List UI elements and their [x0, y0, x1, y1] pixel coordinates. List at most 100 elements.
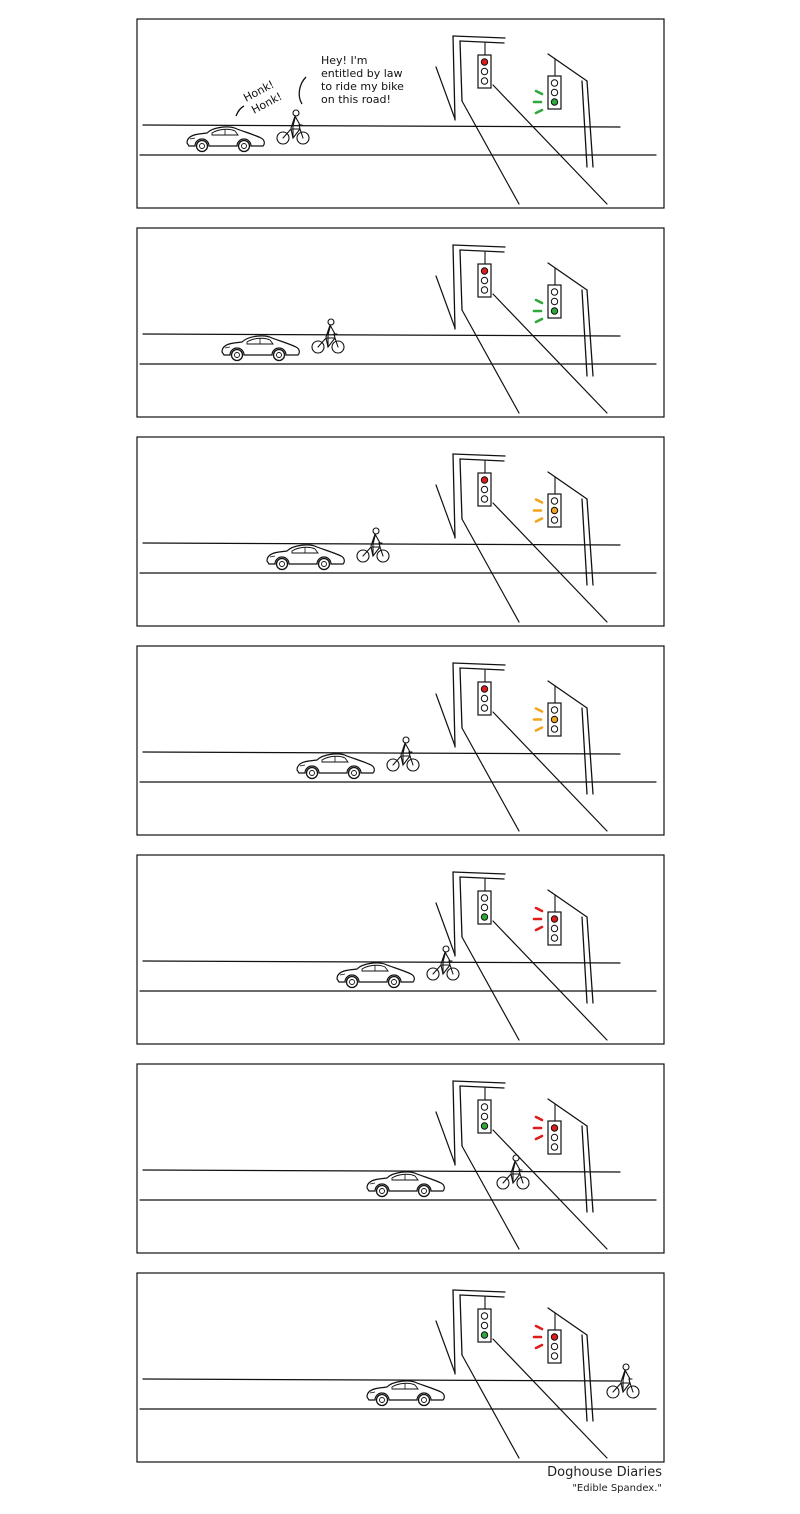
bike-wheel-front: [331, 340, 345, 354]
far-pole-right: [586, 707, 594, 795]
signal-lamp-red: [550, 706, 559, 714]
bike-wheel-rear: [496, 1176, 510, 1190]
rider-body: [400, 742, 411, 766]
car-hubcap: [279, 561, 285, 567]
near-arm-top: [452, 1080, 506, 1084]
road-line-far: [142, 124, 621, 128]
car-wheel: [347, 766, 361, 780]
pole-shadow-3: [492, 1129, 608, 1250]
pole-shadow-3: [492, 84, 608, 205]
rider-head: [372, 527, 380, 535]
near-signal: [477, 472, 492, 507]
car-headlight: [269, 555, 276, 558]
signal-lamp-green: [550, 98, 559, 106]
speech-bubble-line-4: on this road!: [321, 93, 391, 106]
far-signal: [532, 906, 562, 946]
road-line-far: [142, 751, 621, 755]
pole-shadow-3: [492, 920, 608, 1041]
near-arm-bottom: [459, 249, 505, 253]
car-headlight: [369, 1182, 376, 1185]
car-body: [186, 126, 265, 147]
car-body: [296, 753, 375, 774]
pole-shadow-1: [435, 1111, 456, 1165]
signal-lamp-green: [480, 286, 489, 294]
signal-lamp-green: [480, 1331, 489, 1339]
panel-border: [136, 1272, 665, 1463]
car-hubcap: [241, 143, 247, 149]
signal-lamp-yellow: [480, 1321, 489, 1330]
rider-head: [512, 1154, 520, 1162]
near-pole-left: [452, 35, 456, 121]
bike-wheel-rear: [426, 967, 440, 981]
signal-lamp-yellow: [480, 67, 489, 76]
bike-wheel-rear: [606, 1385, 620, 1399]
near-arm-top: [452, 244, 506, 248]
panel-border: [136, 18, 665, 209]
bike-wheel-rear: [311, 340, 325, 354]
car-headlight: [299, 764, 306, 767]
bike-wheel-rear: [276, 131, 290, 145]
panel-4: [136, 645, 665, 836]
car-wheel: [317, 557, 331, 571]
far-pole-right: [586, 80, 594, 168]
near-arm-top: [452, 35, 506, 39]
bike-wheel-front: [406, 758, 420, 772]
near-arm-bottom: [459, 1294, 505, 1298]
cyclist: [496, 1154, 530, 1190]
cyclist: [311, 318, 345, 354]
car-wheel: [230, 348, 244, 362]
signal-lamp-yellow: [550, 1133, 559, 1142]
near-pole-right: [459, 40, 463, 102]
signal-lamp-red: [550, 1124, 559, 1132]
signal-lamp-red: [480, 685, 489, 693]
car-wheel: [417, 1393, 431, 1407]
signal-lamp-yellow: [550, 1342, 559, 1351]
car: [366, 1171, 445, 1198]
car-headlight: [224, 346, 231, 349]
car-wheel: [272, 348, 286, 362]
far-arm: [547, 53, 588, 82]
pole-shadow-1: [435, 275, 456, 329]
far-signal: [532, 75, 562, 115]
car-hubcap: [321, 561, 327, 567]
speech-bubble-line-1: Hey! I'm: [321, 54, 367, 67]
rider-body: [620, 1369, 631, 1393]
far-arm: [547, 262, 588, 291]
far-signal: [532, 702, 562, 737]
car-wheel: [345, 975, 359, 989]
far-pole-right: [586, 1125, 594, 1213]
car-hubcap: [276, 352, 282, 358]
car-hubcap: [391, 979, 397, 985]
rider-head: [442, 945, 450, 953]
car: [266, 544, 345, 571]
signal-glow: [534, 317, 544, 324]
near-signal: [477, 54, 492, 89]
comic-title: Doghouse Diaries: [547, 1465, 662, 1480]
signal-lamp-yellow: [550, 715, 559, 724]
signal-lamp-green: [550, 307, 559, 315]
car-wheel: [305, 766, 319, 780]
car-headlight: [369, 1391, 376, 1394]
pole-shadow-3: [492, 502, 608, 623]
far-pole-left: [581, 289, 588, 377]
car-hubcap: [309, 770, 315, 776]
near-arm-bottom: [459, 458, 505, 462]
far-pole-right: [586, 289, 594, 377]
car-hubcap: [379, 1397, 385, 1403]
road-line-far: [142, 1378, 621, 1382]
signal-lamp-green: [550, 1352, 559, 1360]
rider-head: [402, 736, 410, 744]
panel-border: [136, 227, 665, 418]
comic-subtitle: "Edible Spandex.": [572, 1483, 662, 1494]
signal-lamp-red: [480, 476, 489, 484]
far-pole-right: [586, 916, 594, 1004]
signal-lamp-green: [480, 704, 489, 712]
panel-6: [136, 1063, 665, 1254]
signal-lamp-red: [480, 1103, 489, 1111]
signal-glow: [534, 517, 544, 523]
pole-shadow-2: [461, 936, 520, 1041]
panel-7: [136, 1272, 665, 1463]
road-line-far: [142, 542, 621, 546]
road-line-far: [142, 1169, 621, 1173]
